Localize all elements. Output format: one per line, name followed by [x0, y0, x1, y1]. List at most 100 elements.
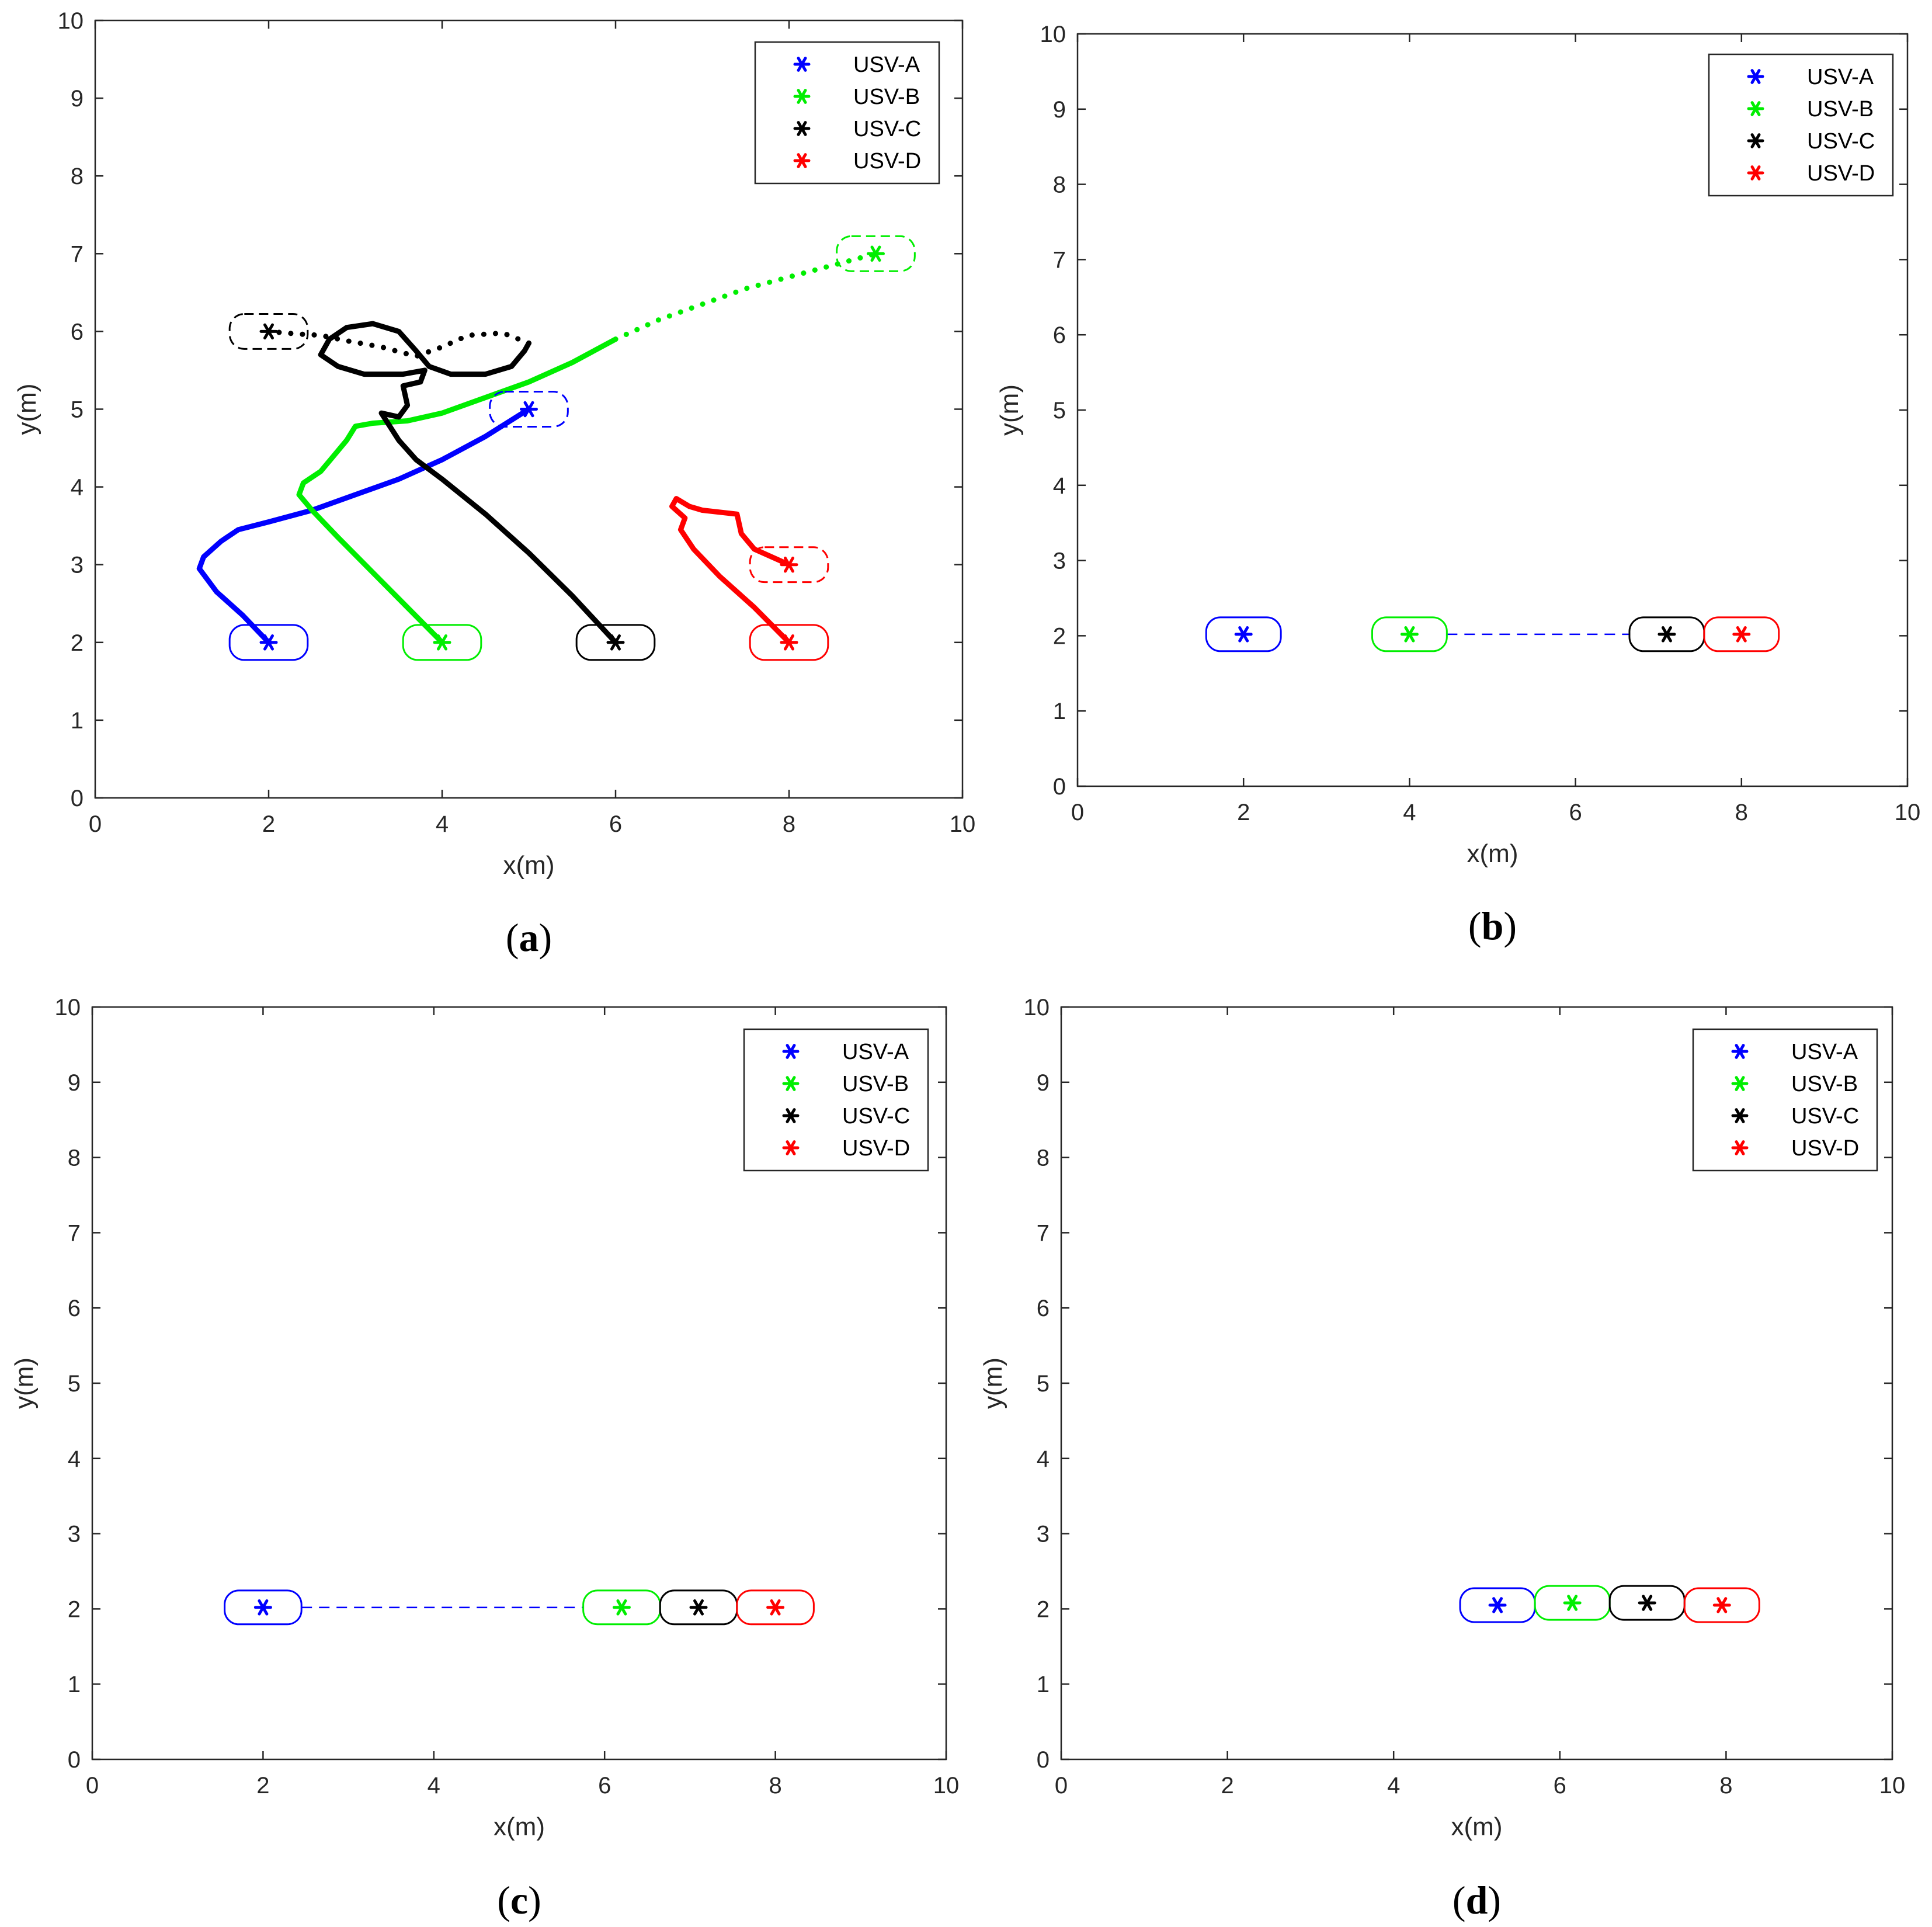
y-tick-label: 1: [1037, 1672, 1050, 1697]
x-tick-label: 0: [1055, 1773, 1068, 1798]
boat-center-marker: [433, 634, 451, 651]
x-tick-label: 8: [783, 811, 795, 837]
legend: USV-A USV-B USV-C USV-D: [754, 41, 940, 185]
boat-outline: [228, 624, 309, 661]
x-tick-label: 0: [89, 811, 102, 837]
boat-center-marker: [253, 1599, 272, 1616]
y-tick-label: 0: [1037, 1747, 1050, 1773]
legend-marker-usv-d: [1731, 1140, 1749, 1155]
boat-center-marker: [1488, 1597, 1507, 1613]
y-tick-label: 10: [1040, 22, 1066, 47]
legend-label-usv-d: USV-D: [842, 1136, 910, 1161]
x-tick-label: 10: [933, 1773, 960, 1798]
boat-center-marker: [1234, 626, 1253, 643]
legend-label-usv-a: USV-A: [1791, 1040, 1858, 1064]
x-tick-label: 10: [1895, 800, 1921, 825]
legend-marker-usv-d: [782, 1140, 800, 1155]
trajectory-usv-c: [318, 321, 618, 645]
target-boat-outline: [749, 546, 829, 584]
boat-center-marker: [1712, 1597, 1731, 1613]
y-tick-label: 10: [58, 8, 84, 34]
y-tick-label: 9: [1037, 1070, 1050, 1096]
x-tick-label: 0: [86, 1773, 99, 1798]
y-tick-label: 9: [1053, 97, 1066, 123]
y-axis-label: y(m): [995, 384, 1024, 436]
x-tick-label: 6: [1554, 1773, 1566, 1798]
y-tick-label: 1: [71, 708, 84, 734]
legend-marker-usv-a: [782, 1044, 800, 1059]
y-tick-label: 5: [1053, 398, 1066, 423]
trajectory-usv-b: [613, 251, 878, 342]
y-tick-label: 0: [71, 786, 84, 811]
y-tick-label: 7: [68, 1220, 81, 1246]
legend: USV-A USV-B USV-C USV-D: [1692, 1028, 1878, 1172]
x-tick-label: 4: [1403, 800, 1416, 825]
boat-center-marker: [606, 634, 625, 651]
legend-label-usv-c: USV-C: [1807, 129, 1875, 154]
subplot-b: 0 2 4 6 8 10012345678910x(m)y(m)USV-AUSV-BUSV…: [995, 22, 1920, 948]
trajectory-usv-c: [266, 328, 531, 359]
subplot-caption: (c): [497, 1878, 541, 1922]
boat-center-marker: [520, 401, 538, 418]
y-tick-label: 10: [1024, 995, 1050, 1020]
boat-center-marker: [1658, 626, 1676, 643]
legend-label-usv-b: USV-B: [1791, 1072, 1858, 1096]
y-tick-label: 3: [68, 1522, 81, 1547]
boat-outline: [1371, 616, 1448, 652]
boat-outline: [749, 624, 829, 661]
y-tick-label: 5: [1037, 1371, 1050, 1397]
legend-box: [1692, 1028, 1878, 1172]
y-tick-label: 10: [55, 995, 81, 1020]
subplot-caption: (d): [1453, 1878, 1501, 1922]
legend-marker-usv-b: [782, 1076, 800, 1091]
y-tick-label: 0: [68, 1747, 81, 1773]
boat-center-marker: [1400, 626, 1419, 643]
y-tick-label: 3: [1053, 548, 1066, 574]
y-tick-label: 8: [1037, 1145, 1050, 1171]
x-axis-label: x(m): [1451, 1813, 1503, 1841]
x-tick-label: 4: [436, 811, 449, 837]
legend-label-usv-d: USV-D: [1791, 1136, 1859, 1161]
legend-label-usv-a: USV-A: [1807, 65, 1874, 89]
target-boat-outline: [228, 313, 309, 350]
boat-outline: [575, 624, 656, 661]
y-tick-label: 2: [71, 630, 84, 656]
x-tick-label: 8: [1735, 800, 1748, 825]
x-tick-label: 4: [1387, 1773, 1400, 1798]
legend-marker-usv-b: [1747, 101, 1764, 116]
legend-label-usv-d: USV-D: [853, 149, 921, 173]
legend-marker-usv-c: [793, 121, 811, 136]
y-tick-label: 7: [1037, 1220, 1050, 1246]
boat-center-marker: [780, 634, 798, 651]
y-tick-label: 4: [1037, 1446, 1050, 1472]
boat-center-marker: [689, 1599, 708, 1616]
y-tick-label: 4: [1053, 473, 1066, 499]
x-tick-label: 8: [1719, 1773, 1732, 1798]
boat-center-marker: [1732, 626, 1751, 643]
subplot-d: 0 2 4 6 8 10012345678910x(m)y(m)USV-AUSV-BUSV…: [979, 995, 1905, 1922]
target-boat-outline: [836, 235, 916, 272]
x-tick-label: 2: [262, 811, 275, 837]
x-axis-label: x(m): [494, 1813, 545, 1841]
legend-box: [743, 1028, 929, 1172]
x-axis-label: x(m): [503, 851, 555, 880]
trajectory-usv-d: [669, 496, 792, 645]
legend-marker-usv-c: [1747, 133, 1764, 148]
x-tick-label: 10: [1879, 1773, 1906, 1798]
y-axis-label: y(m): [979, 1357, 1007, 1409]
y-tick-label: 1: [1053, 699, 1066, 724]
x-tick-label: 6: [598, 1773, 611, 1798]
y-tick-label: 6: [1037, 1296, 1050, 1321]
legend-label-usv-b: USV-B: [853, 85, 920, 109]
legend-marker-usv-a: [1747, 69, 1764, 84]
boat-center-marker: [867, 245, 885, 262]
y-tick-label: 7: [1053, 247, 1066, 273]
subplot-a: 0 2 4 6 8 10012345678910x(m)y(m)USV-AUSV-BUSV…: [13, 8, 975, 960]
subplot-caption: (a): [506, 915, 552, 960]
legend-marker-usv-b: [793, 89, 811, 104]
y-tick-label: 8: [71, 164, 84, 189]
y-tick-label: 8: [68, 1145, 81, 1171]
legend-label-usv-d: USV-D: [1807, 161, 1875, 186]
x-tick-label: 10: [950, 811, 976, 837]
